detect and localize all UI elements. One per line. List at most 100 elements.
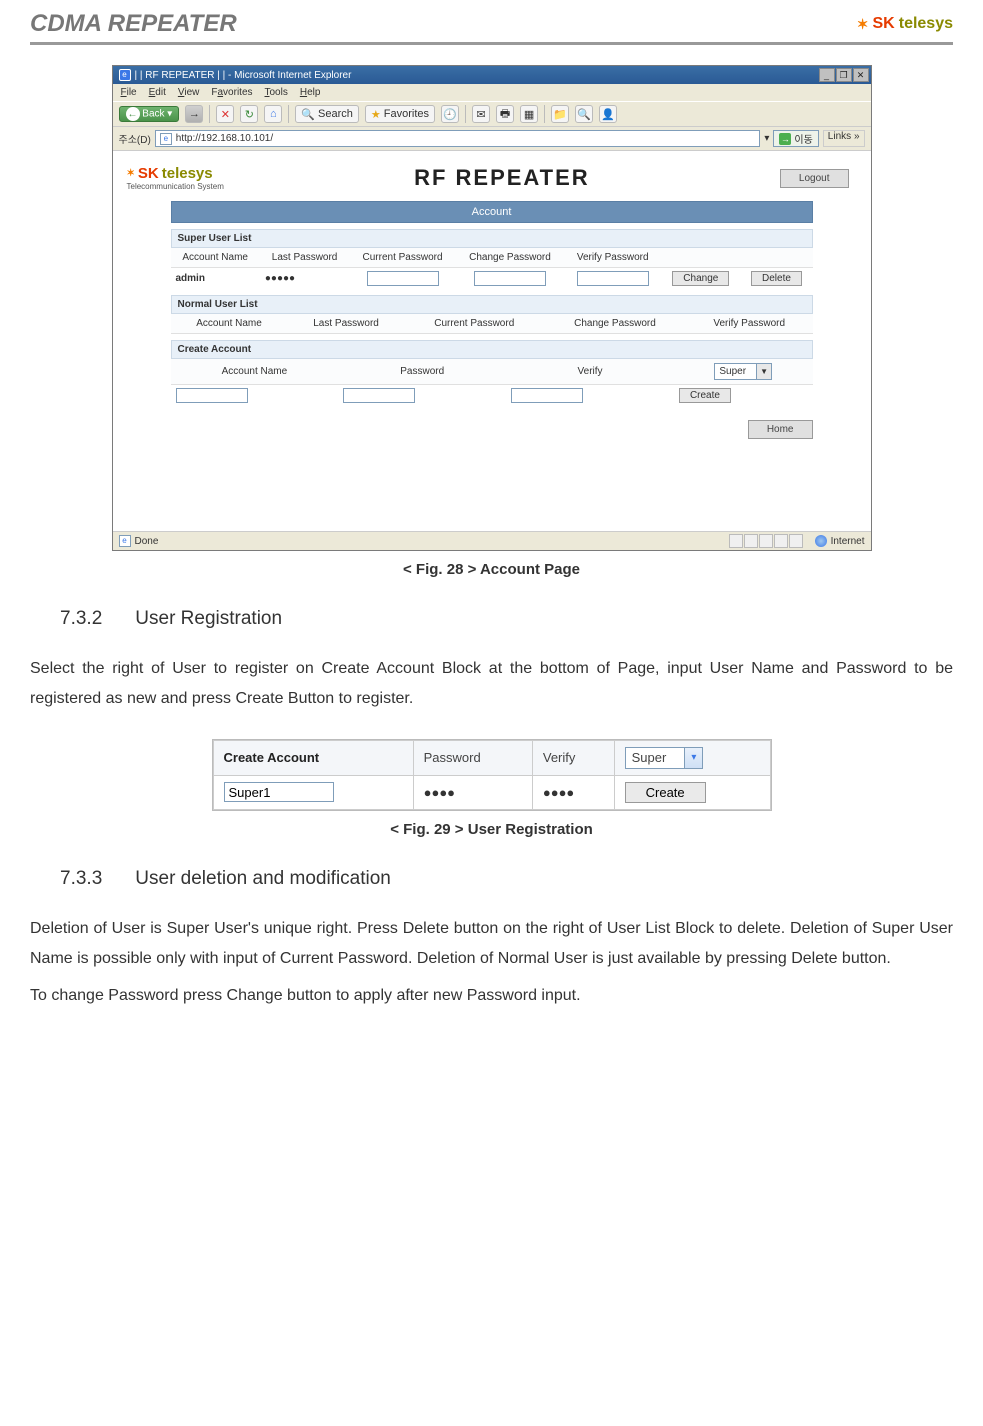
search-button[interactable]: 🔍 Search bbox=[295, 105, 359, 123]
account-name-input[interactable] bbox=[224, 782, 334, 802]
favicon-icon: e bbox=[160, 133, 172, 145]
back-button[interactable]: ← Back ▾ bbox=[119, 106, 180, 122]
forward-button[interactable]: → bbox=[185, 105, 203, 123]
change-button[interactable]: Change bbox=[672, 271, 729, 286]
role-value: Super bbox=[632, 750, 667, 765]
address-input[interactable]: e http://192.168.10.101/ bbox=[155, 130, 761, 147]
delete-button[interactable]: Delete bbox=[751, 271, 802, 286]
col-last-password: Last Password bbox=[288, 314, 405, 334]
status-cell bbox=[744, 534, 758, 548]
mail-button[interactable]: ✉ bbox=[472, 105, 490, 123]
menu-edit[interactable]: Edit bbox=[149, 87, 166, 98]
minimize-button[interactable]: _ bbox=[819, 68, 835, 82]
address-dropdown-icon[interactable]: ▾ bbox=[764, 133, 769, 144]
create-button[interactable]: Create bbox=[679, 388, 731, 403]
col-change-password: Change Password bbox=[544, 314, 686, 334]
menubar: File Edit View Favorites Tools Help bbox=[113, 84, 871, 101]
verify-input[interactable] bbox=[511, 388, 583, 403]
ie-icon: e bbox=[119, 69, 131, 81]
favorites-button[interactable]: ★ Favorites bbox=[365, 105, 435, 123]
stop-button[interactable]: ✕ bbox=[216, 105, 234, 123]
rf-title: RF REPEATER bbox=[224, 165, 780, 191]
close-button[interactable]: ✕ bbox=[853, 68, 869, 82]
history-button[interactable]: 🕘 bbox=[441, 105, 459, 123]
super-user-table: Account Name Last Password Current Passw… bbox=[171, 248, 813, 289]
fig29-table: Create Account Password Verify Super ▾ ●… bbox=[213, 740, 771, 810]
messenger-button[interactable]: 👤 bbox=[599, 105, 617, 123]
section-733-body2: To change Password press Change button t… bbox=[30, 981, 953, 1011]
section-733-body1: Deletion of User is Super User's unique … bbox=[30, 914, 953, 975]
section-733-heading: 7.3.3 User deletion and modification bbox=[60, 868, 953, 890]
back-label: Back bbox=[142, 109, 164, 120]
status-text: Done bbox=[135, 536, 159, 547]
butterfly-icon: ✶ bbox=[127, 168, 135, 179]
col-create-account: Create Account bbox=[213, 740, 413, 775]
separator bbox=[465, 105, 466, 123]
page-content: ✶ SK telesys Telecommunication System RF… bbox=[113, 151, 871, 531]
fig29-table-wrap: Create Account Password Verify Super ▾ ●… bbox=[212, 739, 772, 811]
folder-button[interactable]: 📁 bbox=[551, 105, 569, 123]
titlebar: e | | RF REPEATER | | - Microsoft Intern… bbox=[113, 66, 871, 84]
chevron-down-icon: ▾ bbox=[684, 748, 702, 768]
back-arrow-icon: ← bbox=[126, 107, 140, 121]
menu-tools[interactable]: Tools bbox=[265, 87, 288, 98]
refresh-button[interactable]: ↻ bbox=[240, 105, 258, 123]
statusbar: e Done Internet bbox=[113, 531, 871, 550]
change-password-input[interactable] bbox=[474, 271, 546, 286]
section-732-body: Select the right of User to register on … bbox=[30, 654, 953, 715]
links-button[interactable]: Links » bbox=[823, 130, 865, 147]
col-last-password: Last Password bbox=[260, 248, 349, 268]
url-text: http://192.168.10.101/ bbox=[176, 133, 273, 144]
verify-password-input[interactable] bbox=[577, 271, 649, 286]
account-name-input[interactable] bbox=[176, 388, 248, 403]
sk-telesys-logo: ✶ SK telesys bbox=[857, 15, 953, 33]
col-verify: Verify bbox=[506, 359, 674, 385]
table-row: admin ●●●●● Change Delete bbox=[171, 268, 813, 290]
fig28-caption: < Fig. 28 > Account Page bbox=[30, 561, 953, 578]
role-dropdown[interactable]: Super ▼ bbox=[714, 363, 772, 380]
col-current-password: Current Password bbox=[349, 248, 455, 268]
home-nav-button[interactable]: Home bbox=[748, 420, 813, 439]
status-cell bbox=[759, 534, 773, 548]
research-button[interactable]: 🔍 bbox=[575, 105, 593, 123]
col-change-password: Change Password bbox=[456, 248, 564, 268]
table-row: Create bbox=[171, 385, 813, 407]
col-account-name: Account Name bbox=[171, 314, 288, 334]
account-name-cell: admin bbox=[171, 268, 260, 290]
status-cell bbox=[789, 534, 803, 548]
role-dropdown[interactable]: Super ▾ bbox=[625, 747, 704, 769]
menu-file[interactable]: File bbox=[121, 87, 137, 98]
password-input[interactable] bbox=[343, 388, 415, 403]
col-account-name: Account Name bbox=[171, 248, 260, 268]
back-dropdown-icon: ▾ bbox=[167, 109, 172, 120]
go-button[interactable]: → 이동 bbox=[773, 130, 818, 147]
normal-user-table: Account Name Last Password Current Passw… bbox=[171, 314, 813, 334]
separator bbox=[544, 105, 545, 123]
menu-favorites[interactable]: Favorites bbox=[211, 87, 252, 98]
logout-button[interactable]: Logout bbox=[780, 169, 849, 188]
zone-label: Internet bbox=[831, 536, 865, 547]
address-label: 주소(D) bbox=[119, 131, 151, 146]
normal-user-list-title: Normal User List bbox=[171, 295, 813, 314]
address-bar: 주소(D) e http://192.168.10.101/ ▾ → 이동 Li… bbox=[113, 127, 871, 151]
create-button[interactable]: Create bbox=[625, 782, 706, 803]
current-password-input[interactable] bbox=[367, 271, 439, 286]
verify-mask: ●●●● bbox=[543, 785, 574, 800]
home-button[interactable]: ⌂ bbox=[264, 105, 282, 123]
last-password-cell: ●●●●● bbox=[260, 268, 349, 290]
browser-window: e | | RF REPEATER | | - Microsoft Intern… bbox=[112, 65, 872, 551]
toolbar: ← Back ▾ → ✕ ↻ ⌂ 🔍 Search ★ Favorites 🕘 … bbox=[113, 101, 871, 127]
print-button[interactable]: 🖶 bbox=[496, 105, 514, 123]
maximize-button[interactable]: ❐ bbox=[836, 68, 852, 82]
section-title: User Registration bbox=[135, 608, 282, 629]
doc-title: CDMA REPEATER bbox=[30, 10, 237, 38]
create-account-table: Account Name Password Verify Super ▼ Cre… bbox=[171, 359, 813, 406]
menu-view[interactable]: View bbox=[178, 87, 200, 98]
section-title: User deletion and modification bbox=[135, 868, 391, 889]
window-title: | | RF REPEATER | | - Microsoft Internet… bbox=[135, 70, 352, 81]
menu-help[interactable]: Help bbox=[300, 87, 321, 98]
separator bbox=[209, 105, 210, 123]
col-current-password: Current Password bbox=[405, 314, 544, 334]
role-value: Super bbox=[719, 366, 746, 377]
edit-button[interactable]: ▦ bbox=[520, 105, 538, 123]
